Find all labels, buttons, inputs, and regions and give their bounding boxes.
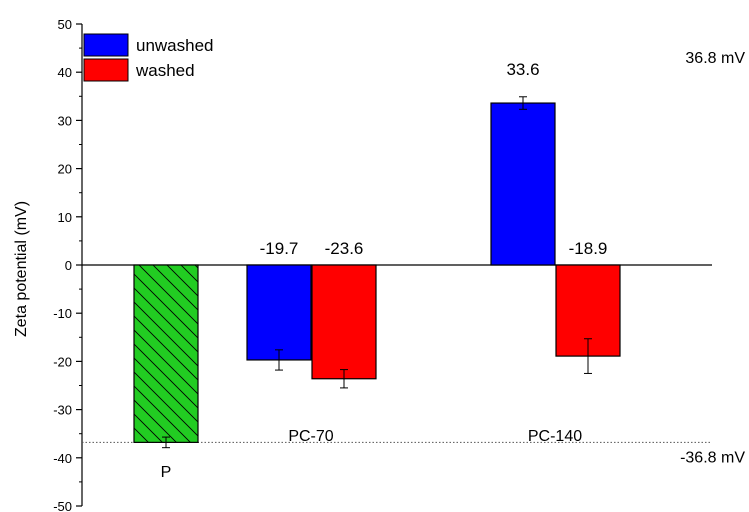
category-label: PC-70	[288, 428, 333, 445]
y-tick-label: -50	[53, 499, 72, 512]
category-label: P	[161, 464, 172, 481]
bar-pc-70-unwashed	[246, 264, 312, 361]
category-label: PC-140	[528, 428, 582, 445]
y-tick-label: 20	[58, 162, 72, 177]
y-tick-label: 0	[65, 258, 72, 273]
bar-pc-70-washed	[311, 264, 377, 380]
y-tick-label: 50	[58, 17, 72, 32]
bar-pc-140-unwashed	[490, 102, 556, 266]
y-tick-label: 10	[58, 210, 72, 225]
y-tick-label: 40	[58, 65, 72, 80]
annotation-label: 36.8 mV	[685, 50, 745, 67]
y-tick-label: -10	[53, 306, 72, 321]
data-label: 33.6	[506, 60, 539, 79]
bar-p-control	[133, 264, 199, 443]
data-label: -23.6	[325, 239, 364, 258]
reference-line-label: -36.8 mV	[680, 449, 745, 466]
legend-label-unwashed: unwashed	[136, 36, 214, 55]
legend-label-washed: washed	[135, 61, 195, 80]
y-tick-label: 30	[58, 113, 72, 128]
y-tick-label: -40	[53, 451, 72, 466]
y-axis-label: Zeta potential (mV)	[13, 201, 30, 337]
data-label: -19.7	[260, 239, 299, 258]
legend-swatch-washed	[83, 58, 129, 82]
data-label: -18.9	[569, 239, 608, 258]
y-tick-label: -20	[53, 354, 72, 369]
legend-swatch-unwashed	[83, 33, 129, 57]
y-tick-label: -30	[53, 403, 72, 418]
